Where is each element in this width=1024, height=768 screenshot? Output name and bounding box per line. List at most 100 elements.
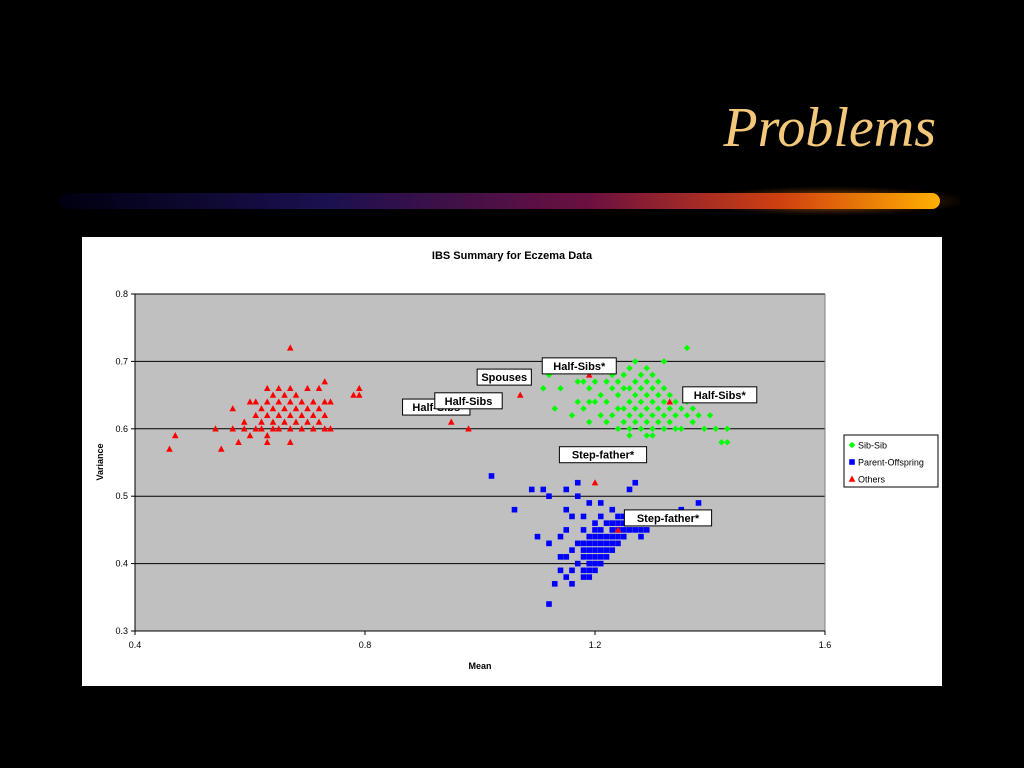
others-point	[292, 391, 300, 398]
others-point	[591, 479, 599, 486]
sib-sib-point	[660, 425, 668, 432]
parent-offspring-point	[592, 520, 598, 526]
sib-sib-point	[626, 432, 633, 439]
y-tick-label: 0.3	[115, 626, 128, 636]
parent-offspring-point	[609, 533, 616, 540]
sib-sib-point	[649, 398, 656, 406]
others-point	[286, 411, 294, 419]
parent-offspring-point	[620, 533, 627, 540]
parent-offspring-point	[586, 560, 593, 567]
sib-sib-point	[603, 378, 610, 385]
parent-offspring-point	[695, 500, 702, 506]
others-point	[315, 384, 323, 392]
sib-sib-point	[597, 391, 604, 399]
parent-offspring-point	[603, 520, 610, 526]
others-point	[263, 411, 271, 419]
sib-sib-point	[649, 371, 656, 379]
parent-offspring-point	[574, 560, 581, 567]
sib-sib-point	[620, 405, 627, 412]
parent-offspring-point	[597, 500, 604, 506]
legend-marker-others	[848, 475, 856, 482]
chart-panel: IBS Summary for Eczema Data 0.3 0.4 0.5 0.6…	[82, 237, 942, 686]
parent-offspring-point	[563, 486, 570, 493]
parent-offspring-point	[615, 513, 621, 520]
parent-offspring-point	[620, 513, 627, 520]
annotation-label: Half-Sibs	[434, 392, 503, 410]
sib-sib-point	[643, 391, 650, 399]
sib-sib-point	[580, 405, 587, 412]
annotation-label: Half-Sibs*	[541, 357, 617, 375]
sib-sib-point	[568, 412, 576, 419]
parent-offspring-point	[597, 527, 604, 533]
annotation-label: Step-father*	[623, 509, 713, 527]
parent-offspring-point	[597, 540, 604, 547]
others-point	[321, 411, 329, 419]
others-point	[286, 425, 294, 432]
others-point	[309, 398, 317, 405]
x-tick-label: 1.2	[589, 640, 602, 650]
sib-sib-point	[718, 439, 725, 446]
others-point	[465, 425, 472, 432]
others-point	[252, 411, 260, 419]
others-point	[252, 425, 260, 432]
parent-offspring-point	[580, 554, 587, 560]
others-point	[298, 425, 306, 432]
others-point	[585, 371, 593, 378]
parent-offspring-point	[597, 560, 604, 567]
sib-sib-point	[609, 385, 616, 392]
sib-sib-point	[632, 418, 639, 426]
y-tick-label: 0.8	[115, 289, 128, 299]
others-point	[275, 384, 283, 392]
parent-offspring-point	[569, 547, 575, 553]
sib-sib-point	[701, 425, 708, 432]
others-point	[355, 384, 363, 392]
others-point	[321, 378, 329, 385]
sib-sib-point	[672, 425, 679, 432]
parent-offspring-point	[563, 554, 570, 560]
parent-offspring-point	[586, 547, 593, 553]
annotation-box	[558, 446, 648, 464]
y-axis-label: Variance	[95, 443, 105, 480]
others-point	[315, 405, 323, 412]
sib-sib-point	[666, 418, 673, 426]
sib-sib-point	[580, 378, 587, 385]
annotation-label: Spouses	[476, 368, 532, 386]
sib-sib-point	[614, 391, 622, 399]
others-point	[281, 405, 288, 412]
sib-sib-point	[643, 405, 650, 412]
annotation-text: Half-Sibs*	[694, 390, 747, 402]
parent-offspring-point	[569, 513, 575, 520]
others-point	[292, 418, 300, 425]
annotation-box	[682, 386, 758, 404]
others-point	[275, 398, 283, 405]
others-point	[298, 398, 306, 405]
parent-offspring-point	[626, 486, 633, 493]
others-point	[171, 432, 179, 439]
others-point	[258, 425, 265, 432]
others-point	[269, 425, 277, 432]
sib-sib-point	[637, 385, 645, 392]
annotation-box	[476, 368, 532, 386]
annotation-label: Step-father*	[558, 446, 648, 464]
parent-offspring-point	[551, 581, 558, 587]
parent-offspring-point	[626, 527, 633, 533]
legend: Sib-Sib Parent-Offspring Others	[843, 434, 939, 488]
sib-sib-point	[649, 432, 656, 439]
x-tick-label: 1.6	[819, 640, 832, 650]
sib-sib-point	[591, 398, 599, 406]
annotation-box	[434, 392, 503, 410]
parent-offspring-point	[563, 574, 570, 580]
parent-offspring-point	[615, 533, 621, 540]
parent-offspring-point	[580, 513, 587, 520]
sib-sib-point	[649, 412, 656, 419]
sib-sib-point	[649, 425, 656, 432]
parent-offspring-point	[557, 567, 564, 574]
sib-sib-point	[632, 405, 639, 412]
others-point	[286, 344, 294, 351]
chart-title: IBS Summary for Eczema Data	[432, 250, 593, 262]
parent-offspring-point	[592, 554, 598, 560]
plot-area	[135, 294, 825, 631]
parent-offspring-point	[592, 527, 598, 533]
others-point	[281, 391, 288, 398]
parent-offspring-point	[557, 554, 564, 560]
